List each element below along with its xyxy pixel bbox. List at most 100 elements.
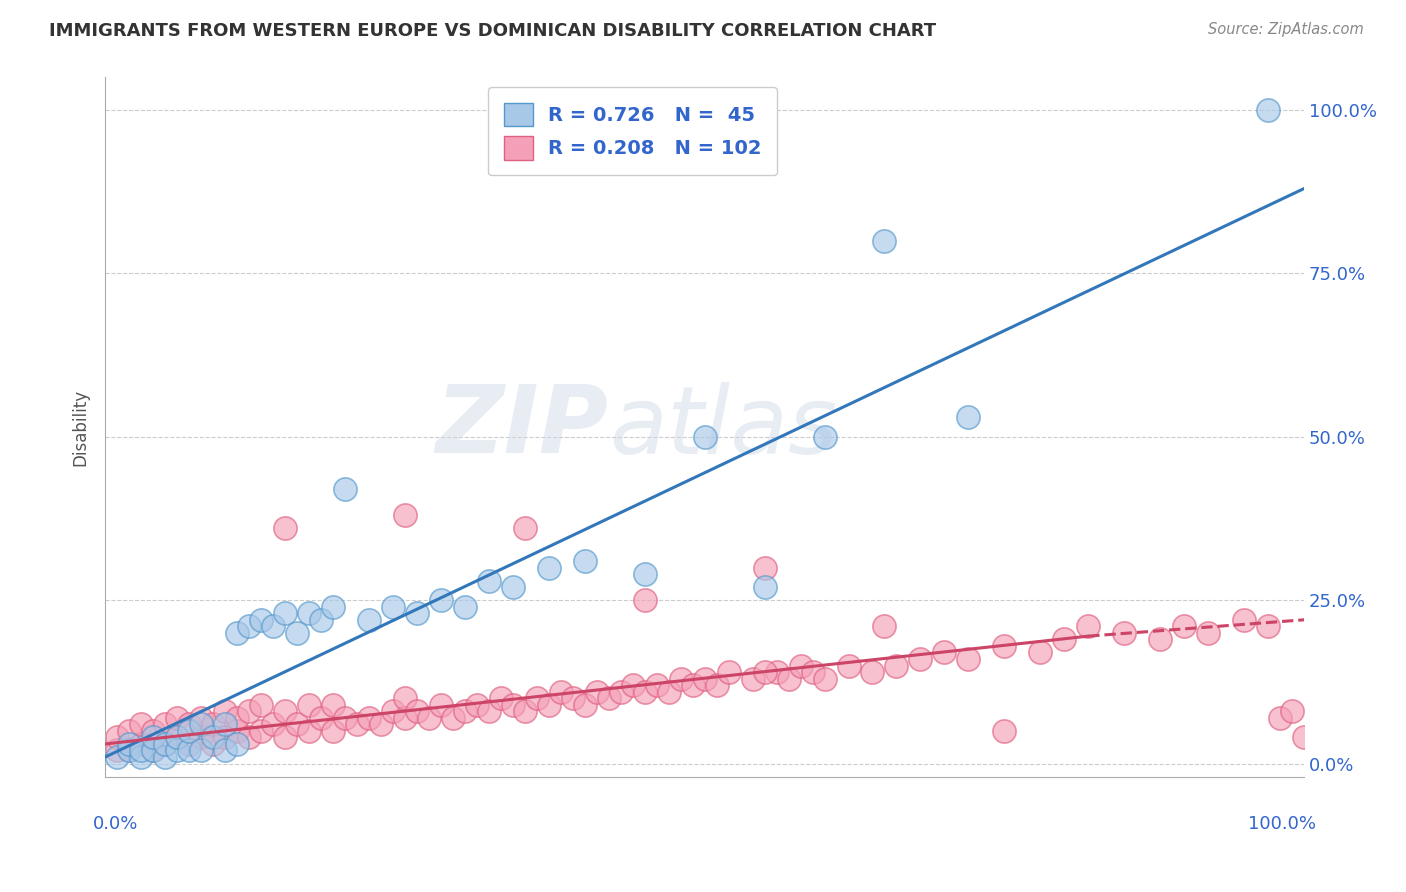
Point [478,574,501,588]
Point [1257,103,1279,117]
Point [1114,625,1136,640]
Point [190,717,212,731]
Point [214,731,236,745]
Point [754,580,776,594]
Point [1268,711,1291,725]
Point [105,750,128,764]
Point [741,672,763,686]
Point [430,593,453,607]
Point [837,658,859,673]
Point [190,731,212,745]
Point [179,743,201,757]
Point [250,613,273,627]
Point [430,698,453,712]
Point [142,743,165,757]
Point [214,704,236,718]
Point [179,737,201,751]
Point [502,580,524,594]
Point [166,711,188,725]
Text: ZIP: ZIP [436,381,609,473]
Point [226,711,249,725]
Point [129,750,152,764]
Point [262,717,284,731]
Point [693,672,716,686]
Point [142,731,165,745]
Point [537,560,560,574]
Point [226,625,249,640]
Point [1077,619,1099,633]
Point [561,691,583,706]
Point [813,430,835,444]
Point [179,723,201,738]
Point [1197,625,1219,640]
Point [658,684,681,698]
Point [298,723,321,738]
Point [693,430,716,444]
Point [669,672,692,686]
Point [454,704,477,718]
Point [153,737,176,751]
Point [478,704,501,718]
Point [873,619,896,633]
Point [118,743,141,757]
Point [645,678,668,692]
Point [381,599,404,614]
Point [357,613,380,627]
Point [1257,619,1279,633]
Point [1173,619,1195,633]
Point [357,711,380,725]
Point [370,717,392,731]
Point [634,684,657,698]
Text: 0.0%: 0.0% [93,815,139,833]
Point [957,410,980,425]
Point [574,554,596,568]
Point [129,737,152,751]
Point [238,731,260,745]
Point [801,665,824,679]
Point [226,723,249,738]
Y-axis label: Disability: Disability [72,389,89,466]
Point [309,613,332,627]
Point [238,619,260,633]
Point [621,678,644,692]
Point [129,743,152,757]
Point [957,652,980,666]
Point [706,678,728,692]
Point [1029,645,1052,659]
Point [717,665,740,679]
Point [609,684,631,698]
Point [1053,632,1076,647]
Point [418,711,440,725]
Point [105,743,128,757]
Point [381,704,404,718]
Point [322,599,344,614]
Point [202,731,225,745]
Point [513,704,536,718]
Point [789,658,811,673]
Point [550,684,572,698]
Point [226,737,249,751]
Point [346,717,368,731]
Point [262,619,284,633]
Point [394,711,416,725]
Point [873,234,896,248]
Point [298,698,321,712]
Point [285,717,308,731]
Point [118,723,141,738]
Point [129,717,152,731]
Point [441,711,464,725]
Point [214,717,236,731]
Legend: R = 0.726   N =  45, R = 0.208   N = 102: R = 0.726 N = 45, R = 0.208 N = 102 [488,87,778,176]
Point [754,560,776,574]
Text: atlas: atlas [609,382,837,473]
Point [322,723,344,738]
Point [1149,632,1171,647]
Point [153,737,176,751]
Point [333,482,356,496]
Point [250,698,273,712]
Point [934,645,956,659]
Point [682,678,704,692]
Point [214,743,236,757]
Point [526,691,548,706]
Point [166,731,188,745]
